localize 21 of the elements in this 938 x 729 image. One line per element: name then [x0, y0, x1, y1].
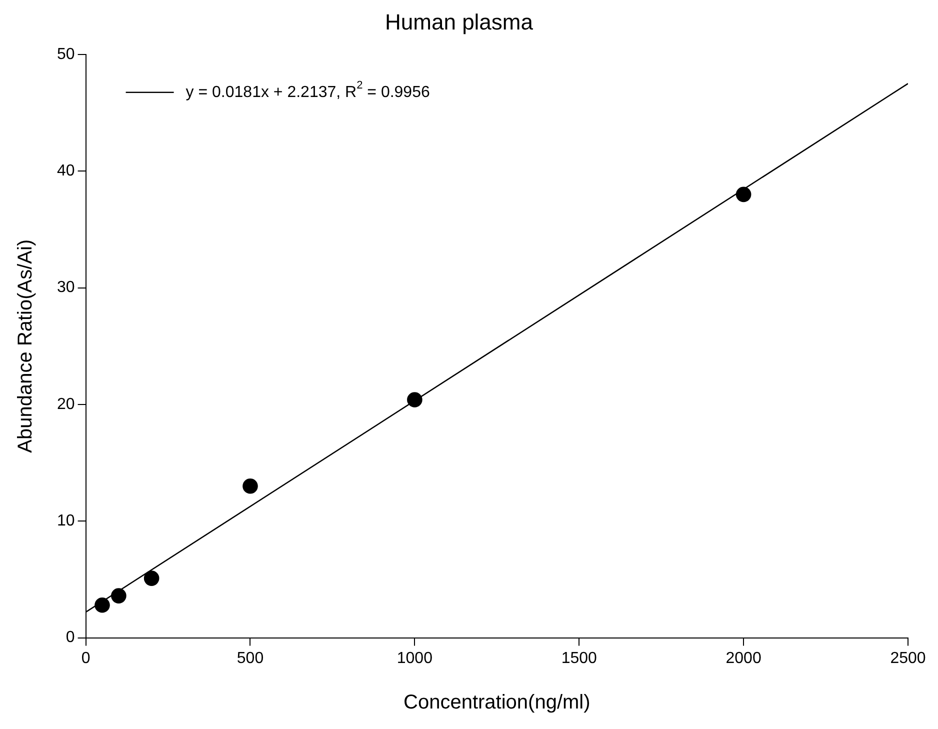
x-tick-label: 0 [81, 650, 90, 667]
point [736, 186, 752, 202]
point [94, 597, 110, 613]
chart-title: Human plasma [385, 9, 534, 34]
x-tick-label: 2000 [726, 650, 762, 667]
y-tick-label: 50 [57, 46, 75, 63]
point [407, 392, 422, 408]
x-tick-label: 500 [236, 650, 264, 667]
point [242, 478, 258, 494]
y-tick-label: 20 [57, 396, 75, 413]
x-tick-label: 2500 [890, 650, 926, 667]
x-axis-title: Concentration(ng/ml) [404, 692, 590, 714]
x-tick-label: 1500 [561, 650, 598, 667]
point [144, 570, 160, 586]
y-tick-label: 10 [57, 512, 75, 530]
point [111, 588, 126, 604]
y-tick-label: 0 [66, 629, 75, 646]
y-tick-label: 30 [57, 279, 75, 296]
y-tick-label: 40 [57, 162, 75, 180]
y-axis-title: Abundance Ratio(As/Ai) [14, 239, 37, 453]
x-tick-label: 1000 [396, 650, 433, 667]
